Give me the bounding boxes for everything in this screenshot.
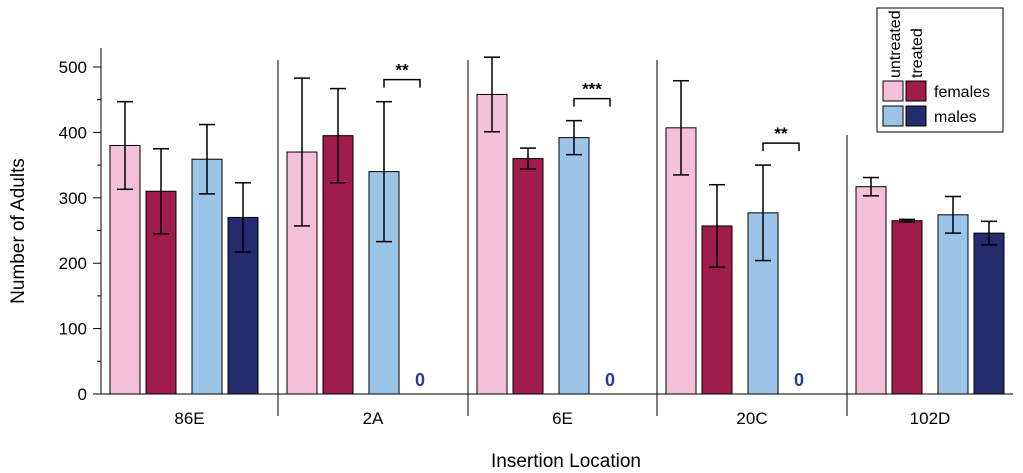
plot-frame xyxy=(277,60,848,416)
y-tick-label: 500 xyxy=(59,58,87,77)
legend-swatch-treated-males xyxy=(905,105,927,127)
zero-label: 0 xyxy=(415,370,425,390)
significance-label: ** xyxy=(774,124,788,143)
x-tick-label: 2A xyxy=(363,409,384,428)
x-tick-label: 86E xyxy=(174,409,204,428)
error-bar xyxy=(566,119,582,156)
legend-header-treated: treated xyxy=(909,28,926,78)
error-bar xyxy=(981,220,997,246)
significance-bracket: *** xyxy=(573,80,611,107)
error-bar xyxy=(899,218,915,223)
error-bar xyxy=(673,79,689,176)
significance-bracket: ** xyxy=(383,61,421,88)
error-bar xyxy=(520,147,536,170)
bar-102D-untreated-males xyxy=(937,214,969,395)
axes: 0 100 200 300 400 500 86E 2A 6E 20C 102D xyxy=(59,48,1013,428)
y-axis-title: Number of Adults xyxy=(8,158,29,304)
error-bar xyxy=(945,195,961,234)
x-tick-label: 102D xyxy=(910,409,951,428)
error-bar xyxy=(199,123,215,195)
bar-102D-untreated-females xyxy=(855,186,887,395)
significance-bracket: ** xyxy=(762,124,800,152)
legend-label-females: females xyxy=(934,84,990,101)
y-tick-label: 0 xyxy=(78,385,87,404)
x-tick-label: 6E xyxy=(552,409,573,428)
bar-6E-treated-females xyxy=(512,158,544,395)
significance-label: ** xyxy=(395,61,409,80)
significance-label: *** xyxy=(582,80,602,99)
x-axis-title: Insertion Location xyxy=(491,451,641,472)
error-bars xyxy=(117,56,997,268)
zero-label: 0 xyxy=(794,370,804,390)
bar-6E-untreated-males xyxy=(558,137,590,395)
y-tick-label: 200 xyxy=(59,254,87,273)
zero-label: 0 xyxy=(605,370,615,390)
x-tick-label: 20C xyxy=(736,409,767,428)
legend-header-untreated: untreated xyxy=(887,10,904,78)
bar-6E-untreated-females xyxy=(476,93,508,395)
error-bar xyxy=(484,56,500,133)
y-tick-label: 300 xyxy=(59,189,87,208)
y-tick-label: 100 xyxy=(59,320,87,339)
legend-swatch-untreated-females xyxy=(882,80,904,102)
legend-swatch-treated-females xyxy=(905,80,927,102)
legend-swatch-untreated-males xyxy=(882,105,904,127)
error-bar xyxy=(709,183,725,268)
error-bar xyxy=(294,77,310,227)
bar-102D-treated-males xyxy=(973,232,1005,395)
error-bar xyxy=(755,164,771,262)
legend: untreated treated females males xyxy=(876,7,1004,133)
error-bar xyxy=(153,148,169,235)
error-bar xyxy=(330,87,346,184)
legend-label-males: males xyxy=(934,109,977,126)
significance-markers: ******* xyxy=(383,61,800,152)
error-bar xyxy=(235,182,251,253)
bar-102D-treated-females xyxy=(891,220,923,395)
error-bar xyxy=(863,176,879,197)
y-tick-label: 400 xyxy=(59,123,87,142)
bars: 0 0 0 xyxy=(109,93,1005,395)
error-bar xyxy=(117,100,133,191)
error-bar xyxy=(376,100,392,243)
